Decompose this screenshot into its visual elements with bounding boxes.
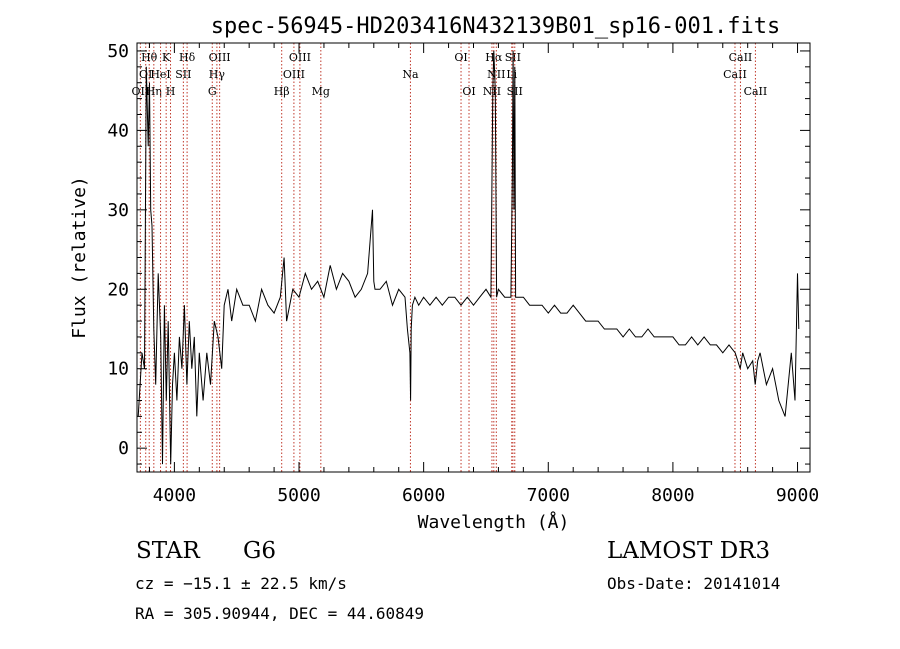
y-tick-label: 20 <box>107 279 129 300</box>
line-label: G <box>208 85 217 98</box>
line-label: OIII <box>289 51 311 64</box>
survey-label: LAMOST DR3 <box>607 538 771 564</box>
line-label: Hβ <box>274 85 290 98</box>
x-tick-label: 8000 <box>651 485 694 506</box>
line-label: OI <box>462 85 475 98</box>
object-class: STAR <box>136 538 200 564</box>
line-label: Hγ <box>209 68 226 81</box>
line-label: Li <box>506 68 517 81</box>
y-tick-label: 10 <box>107 359 129 380</box>
x-axis-label: Wavelength (Å) <box>418 511 570 533</box>
spectrum-line <box>137 50 800 465</box>
x-tick-label: 9000 <box>776 485 819 506</box>
obs-date-label: Obs-Date: 20141014 <box>607 574 781 593</box>
y-tick-label: 30 <box>107 200 129 221</box>
y-tick-label: 40 <box>107 120 129 141</box>
line-label: CaII <box>729 51 753 64</box>
line-label: Na <box>402 68 419 81</box>
x-tick-label: 6000 <box>402 485 445 506</box>
line-label: OIII <box>283 68 305 81</box>
coordinates-label: RA = 305.90944, DEC = 44.60849 <box>135 604 424 623</box>
line-label: Hδ <box>179 51 196 64</box>
y-tick-label: 50 <box>107 41 129 62</box>
y-tick-label: 0 <box>118 438 129 459</box>
line-label: H <box>166 85 176 98</box>
x-tick-label: 7000 <box>527 485 570 506</box>
line-label: SII <box>175 68 191 81</box>
line-label: NII <box>483 85 501 98</box>
line-label: OII <box>132 85 150 98</box>
line-label: K <box>162 51 171 64</box>
line-label: OIII <box>209 51 231 64</box>
line-label: Hη <box>146 85 162 98</box>
chart-title: spec-56945-HD203416N432139B01_sp16-001.f… <box>211 14 781 39</box>
line-label: Mg <box>312 85 330 98</box>
x-tick-label: 4000 <box>153 485 196 506</box>
line-label: HeI <box>150 68 170 81</box>
object-subclass: G6 <box>243 538 277 564</box>
line-label: NII <box>487 68 505 81</box>
line-label: CaII <box>744 85 768 98</box>
line-label: OI <box>454 51 467 64</box>
line-label: CaII <box>723 68 747 81</box>
x-tick-label: 5000 <box>277 485 320 506</box>
plot-frame <box>136 42 811 473</box>
redshift-label: cz = −15.1 ± 22.5 km/s <box>135 574 347 593</box>
y-axis-label: Flux (relative) <box>69 176 90 339</box>
line-label: Hθ <box>141 51 158 64</box>
